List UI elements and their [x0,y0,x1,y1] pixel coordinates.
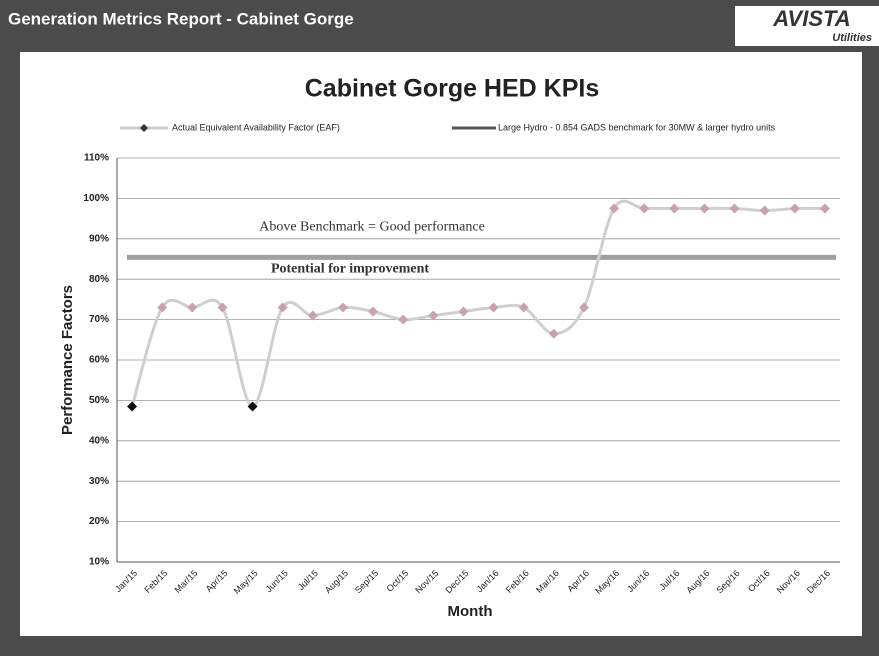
marker [187,302,198,313]
logo-box [735,6,879,46]
y-tick-label: 110% [84,153,109,164]
legend-marker [140,124,148,132]
annotation: Above Benchmark = Good performance [259,220,485,235]
marker [458,306,469,317]
marker [157,302,168,313]
logo: AVISTA [772,6,850,31]
marker [337,302,348,313]
y-tick-label: 80% [89,274,109,285]
y-tick-label: 40% [89,435,109,446]
marker [819,203,830,214]
marker [217,302,228,313]
y-tick-label: 50% [89,395,109,406]
marker [277,302,288,313]
legend-label: Actual Equivalent Availability Factor (E… [172,122,340,132]
marker [488,302,499,313]
y-tick-label: 60% [89,355,109,366]
marker [398,314,409,325]
marker [759,205,770,216]
marker [428,310,439,321]
marker [368,306,379,317]
y-axis-label: Performance Factors [59,285,76,435]
marker [609,203,620,214]
chart-area [20,52,862,636]
y-tick-label: 20% [89,516,109,527]
y-tick-label: 10% [89,557,109,568]
marker [578,302,589,313]
annotation: Potential for improvement [271,262,429,277]
logo-sub: Utilities [832,32,872,44]
chart-title: Cabinet Gorge HED KPIs [305,75,600,103]
marker [307,310,318,321]
marker [669,203,680,214]
y-tick-label: 90% [89,233,109,244]
marker [729,203,740,214]
marker [127,401,138,412]
marker [247,401,258,412]
marker [789,203,800,214]
marker [548,328,559,339]
y-tick-label: 70% [89,314,109,325]
legend-label: Large Hydro - 0.854 GADS benchmark for 3… [498,122,776,132]
x-axis-label: Month [448,603,493,620]
y-tick-label: 30% [89,476,109,487]
marker [518,302,529,313]
marker [699,203,710,214]
y-tick-label: 100% [83,193,109,204]
marker [639,203,650,214]
header-title: Generation Metrics Report - Cabinet Gorg… [8,9,354,28]
